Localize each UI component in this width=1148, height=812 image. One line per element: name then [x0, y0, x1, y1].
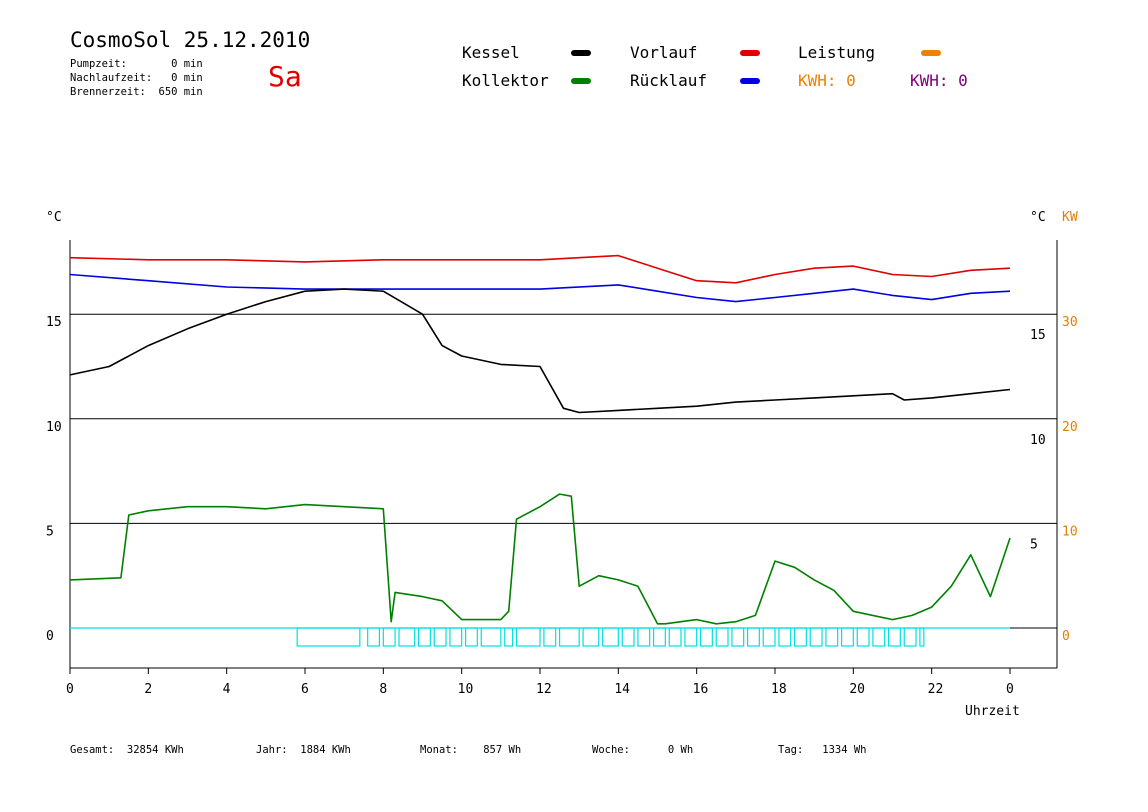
- pump-pulse: [684, 627, 698, 647]
- y-axis-left-unit: °C: [46, 210, 62, 225]
- series-line-ruecklauf: [69, 273, 1011, 303]
- pump-pulse: [558, 627, 580, 647]
- x-tick-label: 14: [614, 682, 630, 697]
- pump-pulse: [825, 627, 839, 647]
- pump-pulse: [793, 627, 807, 647]
- pump-pulse: [382, 627, 396, 647]
- pump-pulse: [417, 627, 431, 647]
- series-line-vorlauf: [69, 254, 1011, 284]
- legend-leistung-swatch: [921, 50, 941, 56]
- brennerzeit-text: Brennerzeit: 650 min: [70, 86, 203, 98]
- pump-pulse: [543, 627, 557, 647]
- legend-vorlauf-label: Vorlauf: [630, 43, 698, 62]
- pump-pulse: [809, 627, 823, 647]
- pump-pulse: [621, 627, 635, 647]
- pump-pulse: [296, 627, 361, 647]
- pump-pulse: [887, 627, 901, 647]
- legend-ruecklauf-label: Rücklauf: [630, 71, 708, 90]
- pump-pulse: [746, 627, 760, 647]
- pump-pulse: [715, 627, 729, 647]
- pump-pulse: [602, 627, 619, 647]
- series-line-kessel: [69, 288, 1011, 414]
- x-tick-label: 20: [849, 682, 865, 697]
- x-tick-label: 16: [693, 682, 709, 697]
- y-tick-label-right: 15: [1030, 328, 1046, 343]
- y-tick-label-left: 0: [46, 629, 54, 644]
- series-line-kollektor: [69, 493, 1011, 625]
- kw-tick-label: 20: [1062, 420, 1078, 435]
- pump-pulse: [668, 627, 682, 647]
- pump-pulse: [504, 627, 514, 647]
- footer-jahr: Jahr: 1884 KWh: [256, 744, 351, 756]
- x-tick-label: 12: [536, 682, 552, 697]
- pump-pulse: [699, 627, 713, 647]
- x-tick-label: 22: [928, 682, 944, 697]
- kw-tick-label: 10: [1062, 524, 1078, 539]
- legend-kwh-orange: KWH: 0: [798, 71, 856, 90]
- y-tick-label-left: 10: [46, 420, 62, 435]
- x-tick-label: 2: [144, 682, 152, 697]
- pump-pulse: [652, 627, 666, 647]
- legend-vorlauf-swatch: [740, 50, 760, 56]
- footer-gesamt: Gesamt: 32854 KWh: [70, 744, 184, 756]
- pump-pulse: [582, 627, 600, 647]
- pump-pulse: [398, 627, 416, 647]
- pump-pulse: [778, 627, 792, 647]
- pump-pulse: [515, 627, 541, 647]
- pump-pulse: [367, 627, 381, 647]
- x-tick-label: 0: [1006, 682, 1014, 697]
- x-tick-label: 4: [223, 682, 231, 697]
- nachlaufzeit-text: Nachlaufzeit: 0 min: [70, 72, 203, 84]
- pump-pulse: [856, 627, 870, 647]
- legend-kwh-purple: KWH: 0: [910, 71, 968, 90]
- pump-pulse: [840, 627, 854, 647]
- x-tick-label: 18: [771, 682, 787, 697]
- pump-pulse: [919, 627, 925, 647]
- footer-monat: Monat: 857 Wh: [420, 744, 522, 756]
- y-axis-right-unit: °C: [1030, 210, 1046, 225]
- x-tick-label: 8: [379, 682, 387, 697]
- pump-pulse: [480, 627, 502, 647]
- legend-kollektor-label: Kollektor: [462, 71, 549, 90]
- legend-kessel-swatch: [571, 50, 591, 56]
- pump-pulse: [449, 627, 463, 647]
- pump-pulse: [464, 627, 478, 647]
- kw-tick-label: 30: [1062, 315, 1078, 330]
- x-tick-label: 6: [301, 682, 309, 697]
- pump-pulse: [637, 627, 651, 647]
- pump-pulse: [903, 627, 917, 647]
- legend-leistung-label: Leistung: [798, 43, 876, 62]
- pump-pulse: [433, 627, 447, 647]
- kw-tick-label: 0: [1062, 629, 1070, 644]
- y-tick-label-left: 5: [46, 524, 54, 539]
- y-tick-label-left: 15: [46, 315, 62, 330]
- x-tick-label: 10: [458, 682, 474, 697]
- y-tick-label-right: 5: [1030, 537, 1038, 552]
- pump-pulse: [872, 627, 886, 647]
- legend-kessel-label: Kessel: [462, 43, 520, 62]
- y-tick-label-right: 10: [1030, 433, 1046, 448]
- footer-woche: Woche: 0 Wh: [592, 744, 694, 756]
- app-title: CosmoSol 25.12.2010: [70, 28, 311, 52]
- pump-pulse: [731, 627, 745, 647]
- x-axis-title: Uhrzeit: [965, 704, 1020, 719]
- pump-pulse: [762, 627, 776, 647]
- x-tick-label: 0: [66, 682, 74, 697]
- pumpzeit-text: Pumpzeit: 0 min: [70, 58, 203, 70]
- footer-tag: Tag: 1334 Wh: [778, 744, 867, 756]
- legend-kollektor-swatch: [571, 78, 591, 84]
- kw-axis-unit: KW: [1062, 210, 1078, 225]
- legend-ruecklauf-swatch: [740, 78, 760, 84]
- weekday-label: Sa: [268, 60, 302, 93]
